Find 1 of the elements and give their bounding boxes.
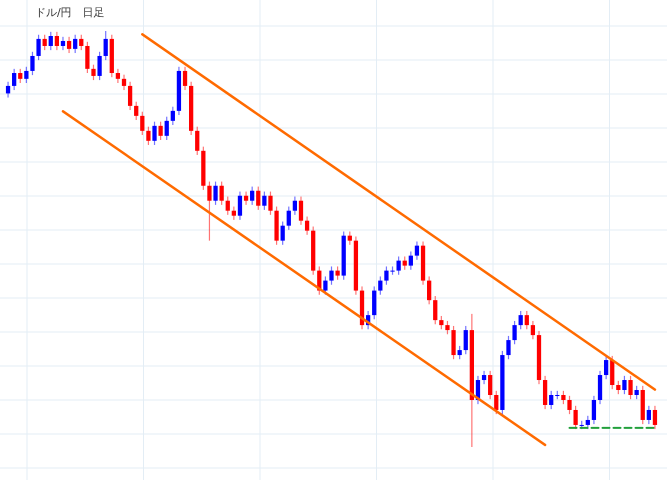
chart-title: ドル/円 日足 [35,6,105,19]
